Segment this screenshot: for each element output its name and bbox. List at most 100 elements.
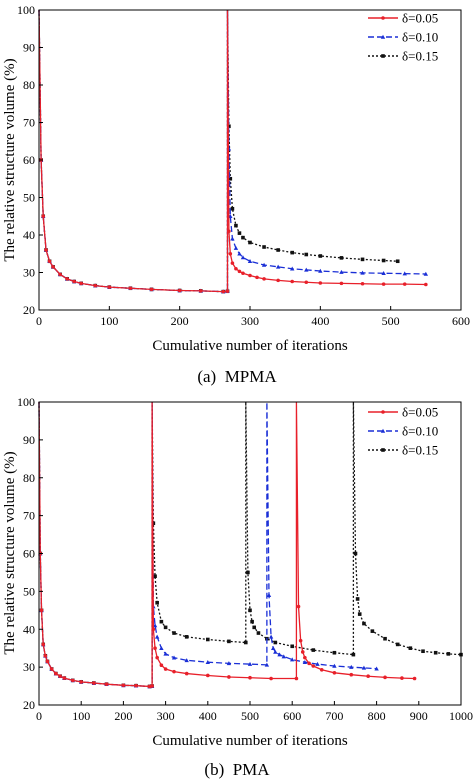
chart-a-series-2-point <box>228 176 233 181</box>
chart-a-ytick-label: 80 <box>23 78 35 92</box>
chart-b-series-2 <box>38 401 463 689</box>
chart-a-series-0-point <box>339 281 344 286</box>
chart-b-legend-label-0: δ=0.05 <box>402 405 438 420</box>
chart-b-legend-label-1: δ=0.10 <box>402 424 438 439</box>
chart-a-xlabel: Cumulative number of iterations <box>152 338 348 354</box>
chart-b-series-2-point <box>362 621 366 626</box>
chart-a-series-0-point <box>402 282 407 286</box>
chart-b-series-0-point <box>296 604 301 609</box>
chart-a-series-0 <box>38 9 428 294</box>
chart-b-series-0-point <box>319 667 324 672</box>
chart-b-xtick-label: 500 <box>241 709 259 723</box>
chart-a-series-0-point <box>58 272 62 277</box>
chart-b: 0 100 200 300 400 500 600 700 800 900 1000 20 30 40 5… <box>2 395 473 779</box>
chart-b-series-0-point <box>54 671 58 676</box>
chart-b-caption: (b) PMA <box>204 760 270 779</box>
chart-a-series-0-point <box>360 281 365 286</box>
chart-a-series-1-point <box>240 255 246 260</box>
chart-b-series-1-point <box>277 652 282 657</box>
chart-b-series-0-point <box>206 673 210 678</box>
chart-b-ytick-label: 20 <box>23 698 35 712</box>
chart-b-ytick-label: 50 <box>23 584 35 598</box>
chart-b-series-1-point <box>184 658 189 663</box>
chart-a-series-0-point <box>227 229 231 234</box>
chart-a: 0 100 200 300 400 500 600 2030405060708090100 … <box>2 3 470 386</box>
chart-b-series-0-point <box>298 638 303 643</box>
chart-b-ytick-label: 90 <box>23 433 35 447</box>
chart-a-xticks: 0 100 200 300 400 500 600 <box>36 306 470 328</box>
chart-b-series-2-point <box>332 650 337 655</box>
chart-a-series-0-point <box>225 289 230 294</box>
chart-a-series-2-point <box>360 257 365 262</box>
chart-b-xtick-label: 700 <box>325 709 343 723</box>
chart-b-series-0-point <box>311 664 316 668</box>
chart-a-series-0-point <box>47 259 52 264</box>
chart-a-legend-item-0: δ=0.05 <box>368 11 438 26</box>
chart-b-series-1-point <box>315 661 320 666</box>
chart-a-series-2-point <box>237 231 242 235</box>
chart-b-xtick-label: 300 <box>157 709 175 723</box>
chart-a-series-0-line <box>38 9 426 293</box>
chart-b-series-2-point <box>395 642 400 647</box>
chart-a-series-2-point <box>318 254 323 258</box>
chart-b-series-0-point <box>269 676 273 681</box>
chart-b-xtick-label: 800 <box>368 709 386 723</box>
chart-a-series-0-point <box>93 283 98 288</box>
chart-a-series-0-point <box>424 282 428 287</box>
chart-b-series-1-point <box>268 634 274 639</box>
chart-a-series-1-point <box>237 251 242 256</box>
chart-b-series-1-point <box>302 660 308 665</box>
chart-b-xtick-label: 1000 <box>449 709 473 723</box>
chart-a-legend-label-0: δ=0.05 <box>402 11 438 26</box>
chart-a-series-0-point <box>228 251 233 256</box>
chart-a-series-2-point <box>304 252 309 257</box>
chart-a-series-2-point <box>230 206 235 211</box>
chart-b-series-0-point <box>58 674 62 679</box>
chart-a-legend-marker-0 <box>381 16 385 20</box>
chart-a-legend-marker-1 <box>380 34 386 39</box>
chart-a-legend-label-1: δ=0.10 <box>402 30 438 45</box>
chart-a-ytick-label: 20 <box>23 303 35 317</box>
chart-b-series-2-point <box>353 551 358 556</box>
chart-a-series-1-point <box>339 269 344 274</box>
chart-b-series-0-point <box>332 671 337 675</box>
chart-a-series-2-point <box>290 250 294 255</box>
chart-b-series-0-point <box>412 676 417 681</box>
chart-a-series-0-point <box>230 261 235 265</box>
chart-b-xtick-label: 200 <box>114 709 132 723</box>
chart-a-series-0-point <box>381 282 386 286</box>
chart-b-series-2-point <box>206 637 210 642</box>
chart-a-series-1-line <box>38 9 426 293</box>
chart-a-ylabel: The relative structure volume (%) <box>2 58 18 261</box>
chart-a-series-0-point <box>304 280 309 285</box>
chart-a-series-0-point <box>237 269 242 274</box>
chart-b-series-0-point <box>307 661 311 666</box>
chart-a-series-0-point <box>107 285 112 289</box>
chart-b-series-0-point <box>172 669 176 674</box>
chart-b-series-1-point <box>349 664 354 669</box>
chart-b-ytick-label: 40 <box>23 622 35 636</box>
chart-b-series-1-point <box>163 651 168 656</box>
chart-a-xtick-label: 500 <box>382 314 400 328</box>
chart-a-series-0-point <box>44 248 48 252</box>
chart-b-series-2-point <box>172 631 176 635</box>
chart-a-yticks: 20 30 40 50 60 70 80 90 100 <box>17 3 43 317</box>
chart-b-legend-item-0: δ=0.05 <box>368 405 438 420</box>
chart-b-series-0-point <box>70 678 75 683</box>
chart-b-series-2-point <box>290 644 294 649</box>
chart-b-series-1-point <box>273 649 278 654</box>
chart-b-series-1-point <box>154 634 160 639</box>
chart-b-ytick-label: 60 <box>23 547 35 561</box>
chart-b-legend: δ=0.05 δ=0.10 δ=0.15 <box>368 405 438 458</box>
chart-b-series-0-point <box>294 676 299 681</box>
chart-b-series-2-point <box>311 648 316 652</box>
chart-a-series-2-point <box>227 124 231 129</box>
chart-a-caption: (a) MPMA <box>197 367 277 386</box>
chart-a-xtick-label: 0 <box>36 314 42 328</box>
chart-a-series-0-point <box>128 286 133 291</box>
chart-b-series-2-point <box>421 649 425 654</box>
chart-b-series-2-point <box>248 608 252 613</box>
chart-b-series-0-point <box>366 674 370 679</box>
chart-b-series-1-line <box>38 401 377 688</box>
chart-a-xtick-label: 100 <box>100 314 118 328</box>
